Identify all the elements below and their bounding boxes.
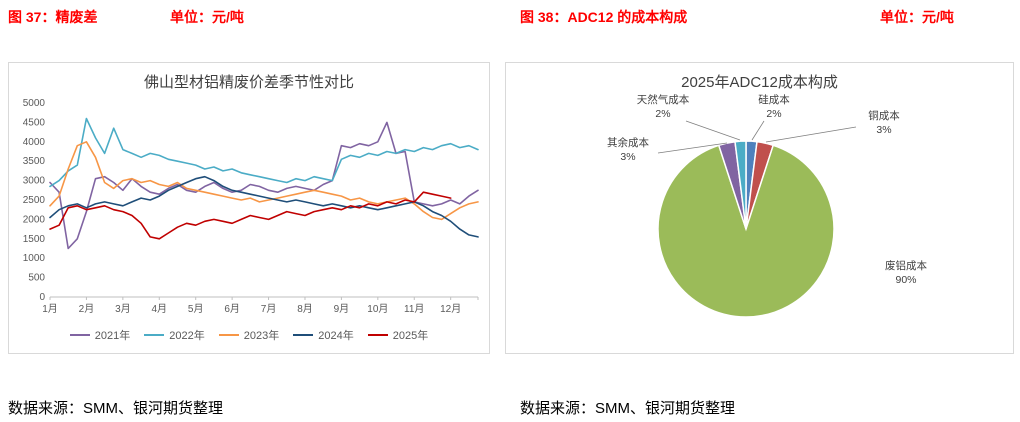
x-tick-label: 7月: [261, 303, 277, 315]
pie-label-copper: 铜成本 3%: [868, 109, 900, 137]
pie-label-name-silicon: 硅成本: [758, 94, 790, 106]
legend-item-2021: 2021年: [69, 327, 131, 343]
x-tick-label: 2月: [79, 303, 95, 315]
y-tick-label: 500: [28, 273, 45, 284]
pie-label-pct-silicon: 2%: [766, 108, 782, 121]
legend-swatch-2022: [144, 334, 165, 336]
pie-chart-panel: 2025年ADC12成本构成 硅成本 2% 铜成本 3% 废铝成本 90% 其余成本 3% 天然…: [505, 62, 1014, 354]
y-tick-label: 3500: [23, 156, 46, 167]
x-tick-label: 8月: [297, 303, 313, 315]
pie-label-scrap-aluminum: 废铝成本 90%: [885, 259, 927, 287]
pie-label-name-other: 其余成本: [607, 137, 649, 149]
pie-leader-line: [751, 120, 765, 141]
data-source-right: 数据来源：SMM、银河期货整理: [520, 400, 735, 417]
data-source-left: 数据来源：SMM、银河期货整理: [8, 400, 223, 417]
y-tick-label: 0: [39, 292, 45, 303]
line-series-2022: [49, 117, 479, 188]
pie-label-silicon: 硅成本 2%: [758, 93, 790, 121]
pie-leader-line: [657, 142, 728, 154]
pie-label-name-scrap-aluminum: 废铝成本: [885, 260, 927, 272]
line-chart-title: 佛山型材铝精废价差季节性对比: [143, 74, 354, 91]
legend-swatch-2021: [69, 334, 90, 336]
line-series-2021: [49, 121, 479, 250]
fig37-title: 图 37：精废差: [8, 9, 98, 25]
line-series-2024: [49, 175, 479, 238]
pie-label-other: 其余成本 3%: [607, 136, 649, 164]
pie-slice-scrap-aluminum: [657, 144, 835, 318]
legend-item-2025: 2025年: [367, 327, 429, 343]
x-tick-label: 4月: [151, 303, 167, 315]
legend-label-2025: 2025年: [392, 330, 429, 342]
pie-label-pct-other: 3%: [620, 151, 636, 164]
legend-item-2022: 2022年: [144, 327, 205, 343]
pie-slice-natural-gas: [734, 140, 747, 230]
pie-leader-line: [765, 126, 857, 143]
line-chart-panel: 佛山型材铝精废价差季节性对比 0 500 1000 1500 2000 2500 3000 3…: [8, 62, 490, 354]
line-series-2025: [49, 191, 452, 240]
y-tick-label: 2500: [23, 195, 46, 206]
x-tick-label: 1月: [42, 303, 58, 315]
y-tick-label: 2000: [23, 214, 46, 225]
legend-label-2022: 2022年: [169, 330, 205, 342]
pie-label-pct-natural-gas: 2%: [655, 108, 671, 121]
x-tick-label: 6月: [224, 303, 240, 315]
x-tick-label: 10月: [367, 303, 388, 315]
y-tick-label: 4000: [23, 137, 46, 148]
pie-label-pct-copper: 3%: [876, 124, 892, 137]
y-tick-label: 5000: [23, 98, 46, 109]
pie-leader-line: [685, 120, 741, 141]
fig38-unit-label: 单位：元/吨: [880, 9, 954, 25]
y-tick-label: 3000: [23, 176, 46, 187]
pie-label-name-copper: 铜成本: [868, 110, 900, 122]
x-tick-label: 12月: [440, 303, 461, 315]
legend-item-2024: 2024年: [293, 327, 354, 343]
pie-chart: [657, 120, 857, 318]
x-tick-label: 5月: [188, 303, 204, 315]
pie-label-name-natural-gas: 天然气成本: [636, 94, 690, 106]
pie-chart-title: 2025年ADC12成本构成: [681, 74, 838, 91]
x-tick-label: 9月: [334, 303, 350, 315]
line-chart-legend: 2021年 2022年 2023年 2024年 2025年: [9, 327, 489, 343]
legend-item-2023: 2023年: [218, 327, 280, 343]
line-series-2023: [49, 140, 479, 221]
line-chart: 0 500 1000 1500 2000 2500 3000 3500 4000 4500 5000…: [23, 98, 479, 315]
fig37-unit-label: 单位：元/吨: [170, 9, 244, 25]
y-tick-label: 4500: [23, 117, 46, 128]
y-tick-label: 1500: [23, 234, 46, 245]
pie-label-natural-gas: 天然气成本 2%: [637, 93, 690, 121]
legend-swatch-2023: [218, 334, 239, 336]
pie-label-pct-scrap-aluminum: 90%: [895, 274, 917, 287]
fig38-title: 图 38：ADC12 的成本构成: [520, 9, 688, 25]
legend-label-2021: 2021年: [94, 330, 131, 342]
legend-swatch-2025: [367, 334, 388, 336]
x-tick-label: 3月: [115, 303, 131, 315]
x-tick-label: 11月: [404, 303, 424, 315]
legend-label-2024: 2024年: [318, 330, 354, 342]
y-tick-label: 1000: [23, 253, 46, 264]
legend-label-2023: 2023年: [243, 330, 280, 342]
legend-swatch-2024: [293, 334, 314, 336]
